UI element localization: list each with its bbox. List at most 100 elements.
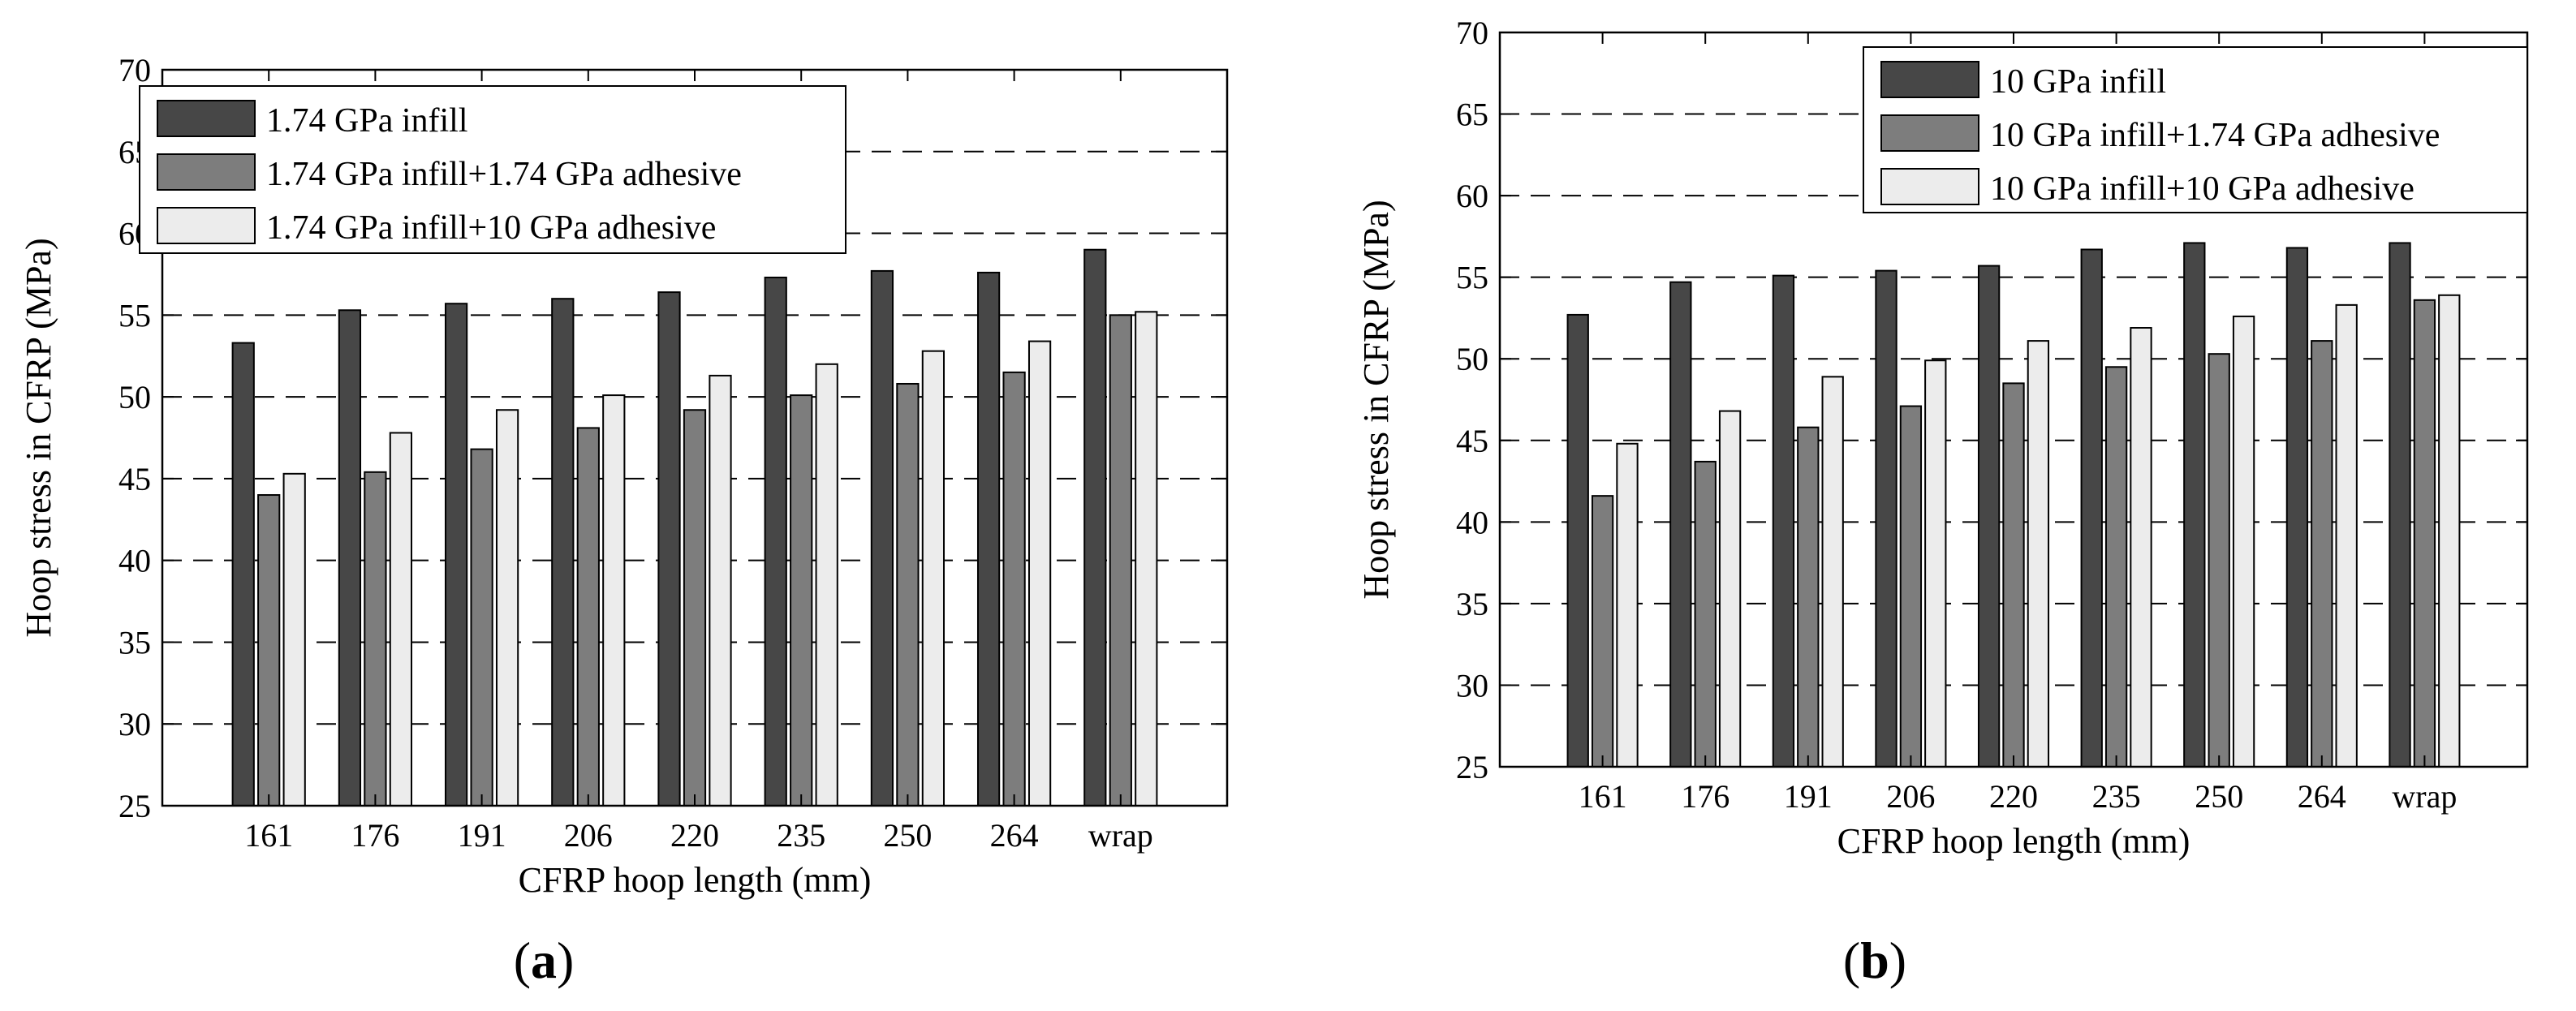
bar-3-wrap [2438,294,2461,768]
bar-3-206 [1924,359,1947,768]
legend-box [139,85,846,254]
bar-2-250 [896,382,920,807]
bar-2-191 [470,448,493,807]
bar-1-191 [1772,274,1795,768]
legend-label-2: 1.74 GPa infill+1.74 GPa adhesive [266,156,742,193]
bar-3-176 [389,432,413,807]
bar-2-235 [790,394,813,807]
x-tick-label: 220 [1989,778,2038,815]
bar-2-264 [2311,340,2333,768]
x-tick-label: 235 [2092,778,2141,815]
y-tick-label: 70 [118,52,151,88]
legend-swatch-3 [157,207,256,244]
bar-3-220 [709,374,732,807]
x-tick-label: 220 [670,817,719,854]
legend-label-1: 1.74 GPa infill [266,102,468,140]
y-tick-label: 55 [1456,260,1488,296]
bar-1-176 [338,309,362,807]
x-axis-label: CFRP hoop length (mm) [519,860,872,900]
bar-1-wrap [2389,242,2411,768]
bar-3-250 [2232,315,2255,768]
bar-3-220 [2027,340,2050,768]
bar-1-220 [657,291,681,807]
x-tick-label: 250 [2195,778,2243,815]
legend-label-3: 10 GPa infill+10 GPa adhesive [1990,170,2414,208]
bar-2-264 [1002,371,1026,807]
bar-2-wrap [2413,299,2436,768]
legend-label-1: 10 GPa infill [1990,63,2166,101]
y-tick-label: 30 [1456,667,1488,703]
bar-3-161 [1616,442,1639,768]
bar-3-250 [921,350,946,807]
axes-frame [1498,31,2529,768]
bar-3-191 [1821,376,1844,768]
bar-2-206 [1899,405,1923,768]
bar-1-206 [551,298,575,807]
legend-swatch-1 [1880,61,1979,98]
y-tick-label: 60 [1456,178,1488,214]
legend-label-2: 10 GPa infill+1.74 GPa adhesive [1990,117,2440,154]
legend: 1.74 GPa infill 1.74 GPa infill+1.74 GPa … [139,85,846,254]
axes-frame [161,68,1229,807]
panel-label: (a) [514,931,575,989]
bar-2-161 [257,494,281,807]
bar-1-191 [444,303,468,807]
bar-3-191 [495,409,519,807]
x-tick-label: 191 [1784,778,1833,815]
bar-3-161 [282,472,306,807]
x-tick-label: 206 [564,817,613,854]
bar-3-206 [602,394,626,807]
legend-swatch-3 [1880,168,1979,205]
bar-2-176 [1694,460,1717,768]
bar-1-220 [1977,265,2001,768]
bar-1-wrap [1083,248,1107,807]
x-tick-label: 191 [458,817,506,854]
bar-2-161 [1591,495,1614,768]
bar-2-235 [2104,366,2128,768]
legend-swatch-2 [157,153,256,191]
x-tick-label: 264 [990,817,1039,854]
bar-1-176 [1669,281,1692,768]
y-tick-label: 55 [118,297,151,333]
bar-1-264 [2285,247,2309,768]
bar-1-250 [870,269,894,807]
y-tick-label: 25 [1456,749,1488,785]
x-tick-label: 235 [777,817,825,854]
bar-2-206 [576,427,600,807]
bar-3-wrap [1135,311,1158,807]
y-tick-label: 40 [118,543,151,579]
bar-1-161 [1566,313,1589,768]
bar-1-206 [1875,269,1898,768]
y-tick-label: 30 [118,706,151,742]
bar-1-235 [764,276,787,807]
bar-1-264 [976,271,1001,807]
y-tick-label: 40 [1456,504,1488,540]
x-tick-label: 161 [244,817,293,854]
y-axis-label: Hoop stress in CFRP (MPa) [19,238,58,637]
legend-swatch-1 [157,100,256,137]
x-tick-label: 264 [2298,778,2346,815]
bar-3-176 [1718,410,1742,768]
bar-3-235 [815,363,838,807]
y-tick-label: 70 [1456,15,1488,51]
legend-label-3: 1.74 GPa infill+10 GPa adhesive [266,209,716,247]
x-axis-label: CFRP hoop length (mm) [1837,821,2190,861]
bar-2-220 [2002,382,2025,768]
y-tick-label: 25 [118,788,151,824]
legend-swatch-2 [1880,114,1979,152]
y-tick-label: 35 [118,624,151,660]
x-tick-label: 176 [351,817,399,854]
y-tick-label: 45 [1456,423,1488,459]
bar-3-264 [1027,340,1052,807]
x-tick-label: wrap [1088,817,1153,854]
bar-2-250 [2208,353,2230,768]
y-tick-label: 35 [1456,586,1488,622]
bar-1-235 [2080,248,2103,768]
bar-2-176 [364,471,387,807]
bar-1-250 [2183,242,2206,768]
bar-3-264 [2335,303,2358,768]
bar-1-161 [231,342,255,807]
x-tick-label: 161 [1579,778,1627,815]
